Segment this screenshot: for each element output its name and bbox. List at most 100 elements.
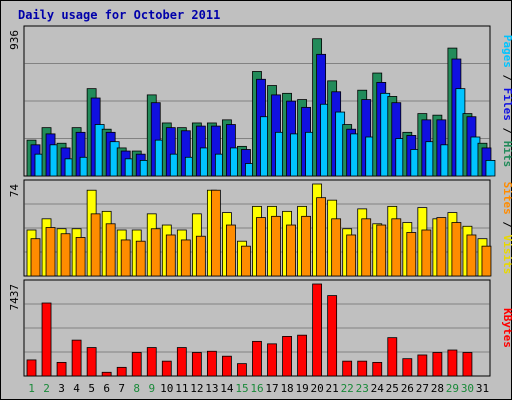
bar-kbytes-day-7 [116,366,127,377]
legend-segment: KBytes [501,308,512,348]
bar-kbytes-day-17 [267,343,277,377]
bar-sites-day-23 [361,218,372,277]
bar-kbytes-day-14 [222,355,232,377]
bar-sites-day-10 [165,234,176,277]
x-tick-day-24: 24 [371,382,385,395]
legend-segment: Files [501,88,512,121]
legend-segment: Visits [501,235,512,275]
legend-segment: Pages [501,35,512,68]
bar-kbytes-day-22 [342,360,353,377]
bar-kbytes-day-19 [297,334,307,377]
x-tick-day-6: 6 [103,382,110,395]
bar-kbytes-day-6 [101,371,112,377]
bar-sites-day-5 [90,213,101,277]
legend-segment: Sites [501,182,512,215]
x-tick-day-12: 12 [190,382,203,395]
panel-2-max-label: 74 [8,184,21,198]
x-tick-day-20: 20 [311,382,324,395]
bar-sites-day-3 [60,233,71,277]
bar-kbytes-day-13 [206,350,217,377]
bar-kbytes-day-29 [447,349,458,377]
bar-sites-day-24 [376,224,387,277]
bar-kbytes-day-10 [161,360,172,377]
bar-kbytes-day-12 [191,352,202,377]
bar-sites-day-18 [286,224,296,277]
x-tick-day-18: 18 [280,382,293,395]
x-tick-day-15: 15 [235,382,248,395]
bar-sites-day-8 [135,240,146,277]
bar-kbytes-day-30 [462,352,473,377]
x-tick-day-4: 4 [73,382,80,395]
bar-sites-day-27 [421,229,432,277]
bar-sites-day-15 [241,245,251,277]
x-tick-day-14: 14 [220,382,234,395]
bar-kbytes-day-1 [26,359,37,377]
chart-title: Daily usage for October 2011 [18,8,220,22]
x-tick-day-9: 9 [148,382,155,395]
bar-kbytes-day-26 [402,358,413,377]
x-tick-day-10: 10 [160,382,173,395]
bar-kbytes-day-15 [237,363,247,377]
x-tick-day-1: 1 [28,382,35,395]
x-tick-day-27: 27 [416,382,429,395]
x-tick-day-30: 30 [461,382,474,395]
bar-kbytes-day-3 [56,361,67,377]
bar-sites-day-26 [406,232,417,277]
bar-kbytes-day-2 [41,302,52,377]
panel-1-legend: Pages / Files / Hits [501,35,512,168]
x-tick-day-19: 19 [295,382,308,395]
x-tick-day-5: 5 [88,382,95,395]
legend-segment: / [501,68,512,88]
bar-kbytes-day-4 [71,339,82,377]
legend-segment: / [501,215,512,235]
bar-sites-day-6 [105,223,116,277]
bar-sites-day-20 [316,197,327,277]
bar-kbytes-day-5 [86,347,97,377]
bar-kbytes-day-9 [146,347,157,377]
bar-kbytes-day-11 [176,347,187,377]
x-tick-day-3: 3 [58,382,65,395]
bar-sites-day-21 [331,218,342,277]
x-tick-day-7: 7 [118,382,125,395]
x-tick-day-11: 11 [175,382,188,395]
panel-1-max-label: 936 [8,30,21,50]
bar-sites-day-1 [30,238,41,277]
x-tick-day-16: 16 [250,382,263,395]
bar-sites-day-22 [346,234,357,277]
bar-kbytes-day-18 [282,336,292,377]
bar-sites-day-19 [301,215,311,277]
bar-sites-day-4 [75,237,86,277]
bar-sites-day-12 [195,235,206,277]
bar-sites-day-7 [120,239,131,277]
x-tick-day-28: 28 [431,382,444,395]
bar-kbytes-day-16 [252,340,262,377]
x-tick-day-13: 13 [205,382,218,395]
bar-sites-day-25 [391,218,402,277]
panel-3-max-label: 7437 [8,284,21,311]
x-tick-day-26: 26 [401,382,414,395]
bar-kbytes-day-27 [417,354,428,377]
bar-sites-day-11 [180,239,191,277]
x-tick-day-21: 21 [326,382,339,395]
bar-kbytes-day-25 [387,337,398,377]
x-tick-day-17: 17 [265,382,278,395]
bar-kbytes-day-23 [357,360,368,377]
bar-kbytes-day-21 [327,295,338,377]
bar-pages-day-31 [485,160,496,177]
bar-sites-day-13 [210,189,221,277]
bar-sites-day-9 [150,228,161,277]
x-tick-day-25: 25 [386,382,399,395]
bar-sites-day-29 [451,222,462,277]
bar-sites-day-2 [45,227,56,277]
legend-segment: / [501,121,512,141]
bar-kbytes-day-20 [312,283,323,377]
bar-sites-day-17 [271,215,281,277]
bar-kbytes-day-8 [131,352,142,377]
legend-segment: Hits [501,141,512,168]
panel-2-legend: Sites / Visits [501,182,512,275]
bar-kbytes-day-24 [372,361,383,377]
bar-sites-day-31 [481,245,492,277]
x-tick-day-23: 23 [356,382,369,395]
bar-sites-day-14 [226,224,236,277]
